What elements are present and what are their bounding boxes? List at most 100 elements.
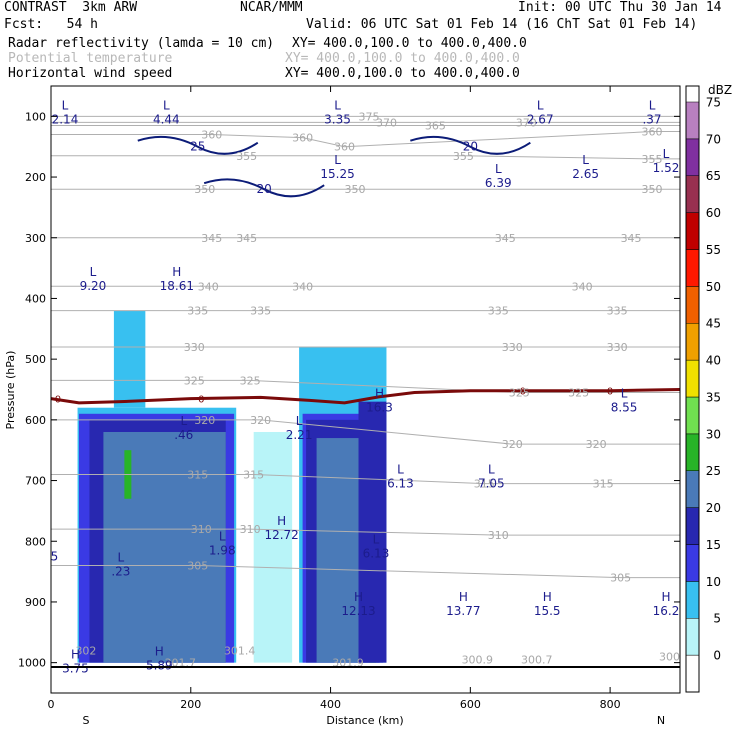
init-time: Init: 00 UTC Thu 30 Jan 14 xyxy=(518,0,722,15)
x-tick-label: 0 xyxy=(48,698,55,711)
wind-contour-line xyxy=(410,135,531,155)
reflectivity-cell xyxy=(103,431,226,663)
extremum-value: 13.77 xyxy=(446,604,480,618)
freezing-level-layer: 0 0 0 0 xyxy=(50,387,681,406)
colorbar-swatch xyxy=(685,618,700,656)
theta-label: 320 xyxy=(502,438,523,451)
extremum-value: 6.13 xyxy=(387,477,414,491)
theta-label: 345 xyxy=(236,232,257,245)
theta-labels: 370 365 370 360 375 360 360 360 355 355 355 350 350 3… xyxy=(75,110,680,669)
theta-label: 310 xyxy=(240,523,261,536)
extremum-marker: L xyxy=(90,265,97,279)
colorbar-unit: dBZ xyxy=(708,83,732,97)
extremum-marker: H xyxy=(155,645,164,659)
extremum-value: 3.75 xyxy=(62,662,89,676)
theta-label: 335 xyxy=(607,305,628,318)
theta-label: 310 xyxy=(191,523,212,536)
theta-label: 330 xyxy=(607,341,628,354)
colorbar-swatch xyxy=(685,212,700,250)
colorbar-level-label: 45 xyxy=(706,317,721,331)
theta-label: 325 xyxy=(240,374,261,387)
extremum-value: .23 xyxy=(111,565,130,579)
extremum-marker: H xyxy=(662,590,671,604)
extremum-marker: L xyxy=(537,98,544,112)
extremum-marker: H xyxy=(375,387,384,401)
y-tick-label: 600 xyxy=(25,414,46,427)
plot-frame xyxy=(50,85,681,694)
freezing-level-label: 0 xyxy=(520,387,526,398)
field-name-theta: Potential temperature xyxy=(8,51,173,66)
y-tick-label: 1000 xyxy=(18,657,46,670)
colorbar-level-label: 5 xyxy=(713,612,721,626)
freezing-level-label: 0 xyxy=(607,387,613,398)
wind-contour-label: 20 xyxy=(257,182,272,196)
extremum-value: 2.65 xyxy=(572,167,599,181)
x-tick-label: 800 xyxy=(600,698,621,711)
theta-label: 355 xyxy=(236,150,257,163)
extremum-marker: L xyxy=(621,387,628,401)
extremum-marker: L xyxy=(163,98,170,112)
extremum-marker: H xyxy=(71,648,80,662)
extremum-marker: L xyxy=(495,162,502,176)
extremum-value: 12.13 xyxy=(341,604,375,618)
wind-contour-label: 25 xyxy=(190,140,205,154)
extremum-value: 9.20 xyxy=(80,279,107,293)
extremum-value: 7.05 xyxy=(478,477,505,491)
colorbar-swatch xyxy=(685,654,700,693)
theta-label: 305 xyxy=(610,572,631,585)
theta-label: 310 xyxy=(488,529,509,542)
theta-label: 375 xyxy=(358,110,379,123)
extremum-marker: H xyxy=(354,590,363,604)
field-name-wind: Horizontal wind speed xyxy=(8,66,173,81)
extremum-marker: H xyxy=(543,590,552,604)
theta-contour-line xyxy=(51,419,680,445)
extremum-value: 5 xyxy=(51,549,59,563)
theta-label: 315 xyxy=(593,478,614,491)
colorbar-swatch xyxy=(685,433,700,471)
theta-label: 370 xyxy=(376,116,397,129)
organization-label: NCAR/MMM xyxy=(240,0,303,15)
theta-label: 315 xyxy=(243,468,264,481)
colorbar-frame xyxy=(685,85,700,693)
theta-label: 330 xyxy=(502,341,523,354)
extremum-marker: H xyxy=(459,590,468,604)
x-axis-end-left: S xyxy=(83,714,90,727)
y-tick-label: 500 xyxy=(25,353,46,366)
theta-label: 350 xyxy=(194,183,215,196)
extremum-value: 2.14 xyxy=(52,112,79,126)
extremum-value: 15.5 xyxy=(534,604,561,618)
theta-contour-line xyxy=(51,565,680,579)
y-tick-label: 100 xyxy=(25,110,46,123)
theta-label: 325 xyxy=(568,387,589,400)
extremum-marker: L xyxy=(488,463,495,477)
y-tick-label: 300 xyxy=(25,232,46,245)
extremum-value: 4.44 xyxy=(153,112,180,126)
theta-label: 360 xyxy=(292,132,313,145)
theta-label: 330 xyxy=(184,341,205,354)
colorbar-level-label: 30 xyxy=(706,427,721,441)
theta-label: 350 xyxy=(345,183,366,196)
extremum-value: 18.61 xyxy=(160,279,194,293)
theta-contour-line xyxy=(51,473,680,485)
colorbar-level-label: 10 xyxy=(706,575,721,589)
extremum-marker: L xyxy=(334,98,341,112)
wind-speed-contours: 25 20 20 xyxy=(137,135,531,198)
extremum-marker: L xyxy=(663,147,670,161)
theta-contour-line xyxy=(51,131,680,148)
theta-contours xyxy=(51,115,680,579)
colorbar-swatch xyxy=(685,249,700,287)
colorbar-level-label: 65 xyxy=(706,169,721,183)
extremum-value: 2.67 xyxy=(527,112,554,126)
extremum-value: 3.35 xyxy=(324,112,351,126)
freezing-level-label: 0 xyxy=(198,395,204,406)
theta-label: 315 xyxy=(187,468,208,481)
extremum-marker: H xyxy=(277,514,286,528)
colorbar-swatch xyxy=(685,396,700,435)
theta-label: 315 xyxy=(474,478,495,491)
theta-label: 300.7 xyxy=(521,654,553,667)
colorbar-level-label: 20 xyxy=(706,501,721,515)
reflectivity-cell xyxy=(253,431,293,663)
theta-label: 300 xyxy=(659,651,680,664)
y-axis-title: Pressure (hPa) xyxy=(4,351,17,430)
